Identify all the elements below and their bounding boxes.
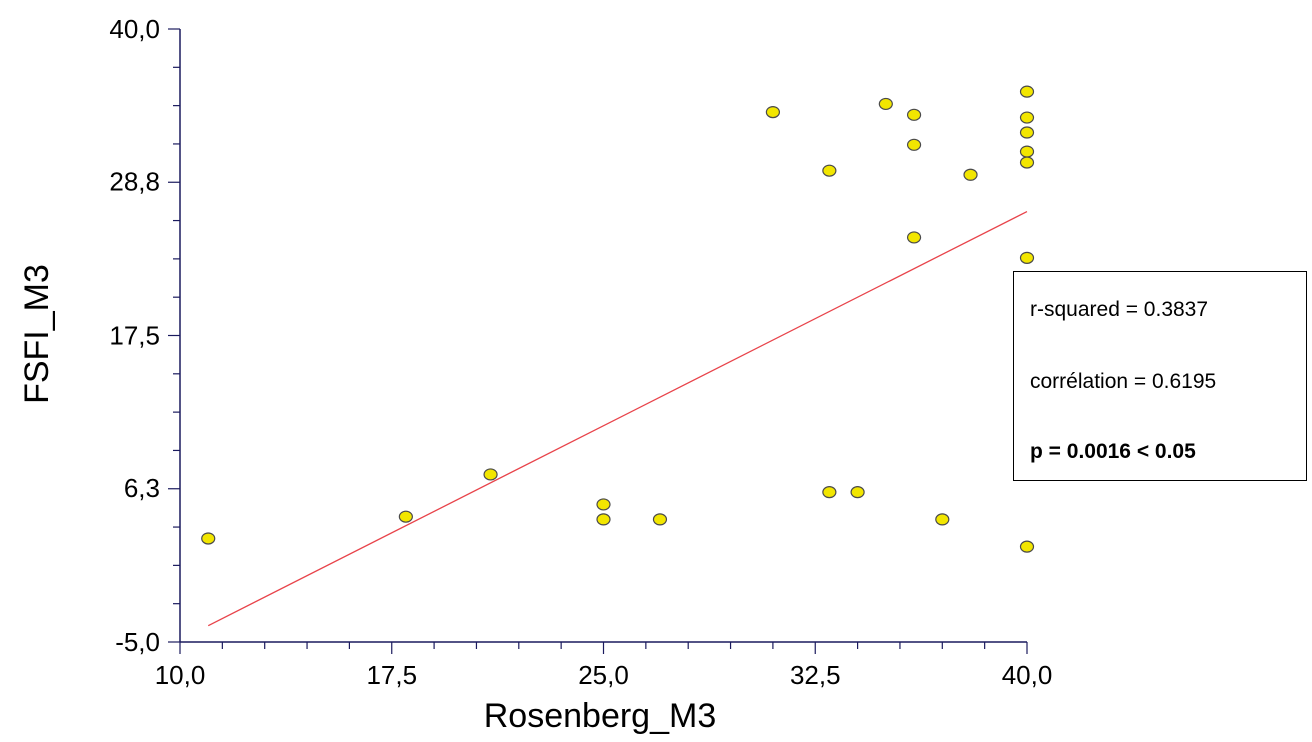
data-points [201, 85, 1035, 553]
data-point [652, 513, 668, 526]
data-point [935, 513, 950, 526]
y-tick-label: 28,8 [109, 167, 160, 197]
data-point [1019, 126, 1035, 139]
r-squared-label: r-squared = 0.3837 [1030, 298, 1209, 321]
regression-line [207, 210, 1028, 627]
x-axis-title: Rosenberg_M3 [484, 697, 716, 735]
x-tick-label: 32,5 [790, 660, 841, 690]
data-point [822, 486, 837, 499]
correlation-label: corrélation = 0.6195 [1030, 370, 1217, 393]
data-point [201, 532, 216, 545]
data-point [596, 513, 611, 526]
data-point [483, 468, 498, 481]
data-point [1019, 145, 1035, 158]
data-point [1019, 251, 1035, 264]
y-axis-title: FSFI_M3 [18, 264, 56, 404]
x-tick-label: 17,5 [366, 660, 417, 690]
data-point [850, 486, 865, 499]
data-point [1019, 156, 1035, 169]
y-tick-label: 17,5 [109, 321, 160, 351]
data-point [765, 105, 781, 119]
y-tick-label: 40,0 [109, 14, 160, 44]
y-tick-label: 6,3 [124, 473, 160, 503]
x-tick-label: 25,0 [578, 660, 629, 690]
data-point [1019, 85, 1035, 98]
x-tick-label: 10,0 [155, 660, 206, 690]
data-point [906, 138, 922, 151]
data-point [822, 164, 837, 177]
axes [179, 29, 1027, 643]
data-point [596, 498, 611, 511]
x-tick-label: 40,0 [1002, 660, 1053, 690]
data-point [878, 97, 893, 111]
ticks [168, 28, 1028, 654]
y-tick-label: -5,0 [115, 627, 160, 657]
data-point [1019, 111, 1035, 124]
data-point [398, 510, 413, 523]
data-point [906, 231, 922, 244]
p-value-label: p = 0.0016 < 0.05 [1030, 440, 1196, 463]
data-point [963, 168, 978, 181]
tick-labels: 40,0 28,8 17,5 6,3 -5,010,0 17,5 25,0 32,5 40,0 [109, 14, 1052, 690]
stats-box: r-squared = 0.3837 corrélation = 0.6195 … [1013, 271, 1307, 481]
data-point [1019, 540, 1035, 553]
data-point [906, 108, 922, 121]
